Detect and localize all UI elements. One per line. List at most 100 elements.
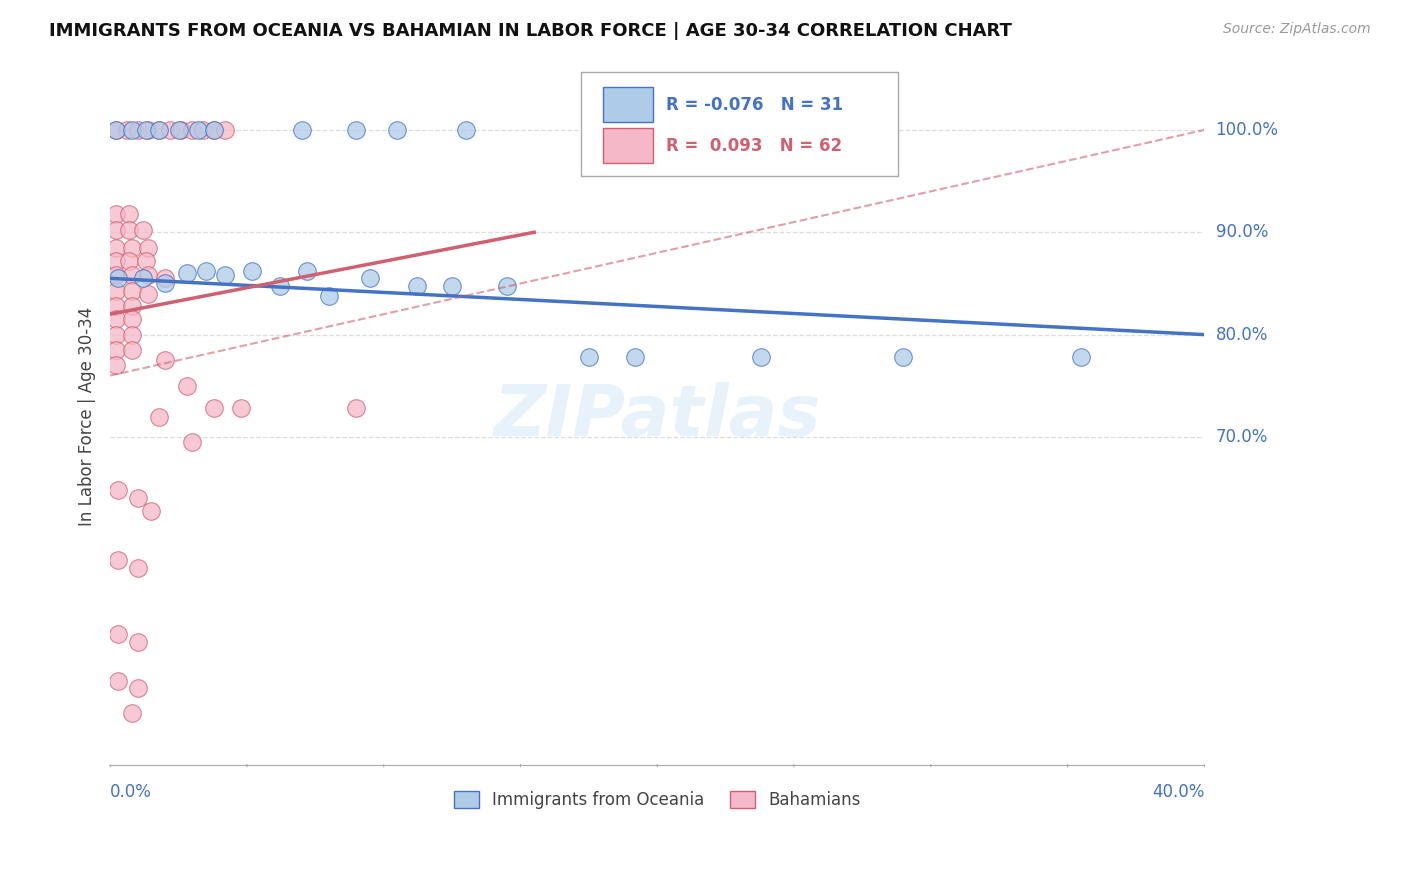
Point — [107, 673, 129, 688]
Point — [121, 312, 143, 326]
Point — [242, 264, 264, 278]
Point — [121, 241, 143, 255]
Point — [104, 343, 127, 357]
Point — [187, 123, 209, 137]
Point — [118, 223, 141, 237]
Point — [148, 123, 170, 137]
Point — [138, 286, 160, 301]
Point — [269, 278, 291, 293]
FancyBboxPatch shape — [581, 72, 898, 177]
Point — [138, 241, 160, 255]
Point — [104, 299, 127, 313]
Point — [132, 223, 155, 237]
Point — [121, 123, 143, 137]
Point — [194, 264, 217, 278]
Point — [127, 123, 149, 137]
Point — [121, 706, 143, 721]
Point — [127, 491, 149, 506]
Point — [578, 350, 600, 364]
Point — [170, 123, 193, 137]
Point — [176, 266, 198, 280]
Point — [291, 123, 314, 137]
Point — [1070, 350, 1092, 364]
Point — [127, 561, 149, 575]
Point — [176, 379, 198, 393]
Point — [624, 350, 647, 364]
Text: 100.0%: 100.0% — [1216, 121, 1278, 139]
Point — [104, 254, 127, 268]
Point — [121, 268, 143, 283]
Point — [344, 401, 367, 416]
Text: 90.0%: 90.0% — [1216, 223, 1268, 241]
Text: 70.0%: 70.0% — [1216, 428, 1268, 446]
Point — [153, 271, 176, 285]
FancyBboxPatch shape — [603, 128, 652, 163]
Point — [107, 271, 129, 285]
Point — [318, 289, 340, 303]
Point — [118, 254, 141, 268]
Point — [167, 123, 190, 137]
Point — [104, 268, 127, 283]
Point — [181, 123, 204, 137]
Point — [454, 123, 477, 137]
Point — [893, 350, 915, 364]
Point — [127, 634, 149, 648]
Point — [295, 264, 318, 278]
Point — [153, 353, 176, 368]
Point — [135, 254, 157, 268]
Text: 0.0%: 0.0% — [110, 783, 152, 801]
Point — [344, 123, 367, 137]
Point — [121, 343, 143, 357]
Point — [138, 123, 160, 137]
Legend: Immigrants from Oceania, Bahamians: Immigrants from Oceania, Bahamians — [447, 784, 868, 815]
Text: Source: ZipAtlas.com: Source: ZipAtlas.com — [1223, 22, 1371, 37]
Point — [107, 626, 129, 640]
Point — [231, 401, 253, 416]
Point — [135, 123, 157, 137]
Text: IMMIGRANTS FROM OCEANIA VS BAHAMIAN IN LABOR FORCE | AGE 30-34 CORRELATION CHART: IMMIGRANTS FROM OCEANIA VS BAHAMIAN IN L… — [49, 22, 1012, 40]
Point — [104, 312, 127, 326]
Point — [104, 327, 127, 342]
Point — [121, 299, 143, 313]
Point — [749, 350, 772, 364]
Point — [104, 241, 127, 255]
Point — [104, 123, 127, 137]
Point — [104, 359, 127, 373]
Text: R = -0.076   N = 31: R = -0.076 N = 31 — [666, 95, 844, 113]
Point — [104, 223, 127, 237]
Point — [104, 207, 127, 221]
Point — [405, 278, 427, 293]
Point — [202, 123, 225, 137]
Point — [148, 409, 170, 424]
Point — [107, 483, 129, 498]
Point — [359, 271, 381, 285]
Point — [104, 123, 127, 137]
Point — [141, 504, 163, 518]
Point — [104, 284, 127, 298]
Text: ZIPatlas: ZIPatlas — [494, 382, 821, 451]
Y-axis label: In Labor Force | Age 30-34: In Labor Force | Age 30-34 — [79, 307, 96, 526]
Point — [159, 123, 181, 137]
Point — [115, 123, 138, 137]
Point — [214, 268, 236, 283]
Point — [495, 278, 517, 293]
Text: R =  0.093   N = 62: R = 0.093 N = 62 — [666, 136, 842, 154]
Point — [193, 123, 215, 137]
Point — [127, 681, 149, 695]
Point — [202, 123, 225, 137]
Point — [387, 123, 409, 137]
FancyBboxPatch shape — [603, 87, 652, 122]
Point — [214, 123, 236, 137]
Point — [121, 327, 143, 342]
Point — [132, 271, 155, 285]
Point — [121, 284, 143, 298]
Point — [118, 207, 141, 221]
Point — [181, 435, 204, 450]
Point — [153, 277, 176, 291]
Point — [202, 401, 225, 416]
Point — [107, 553, 129, 567]
Point — [148, 123, 170, 137]
Point — [138, 268, 160, 283]
Text: 80.0%: 80.0% — [1216, 326, 1268, 343]
Text: 40.0%: 40.0% — [1152, 783, 1205, 801]
